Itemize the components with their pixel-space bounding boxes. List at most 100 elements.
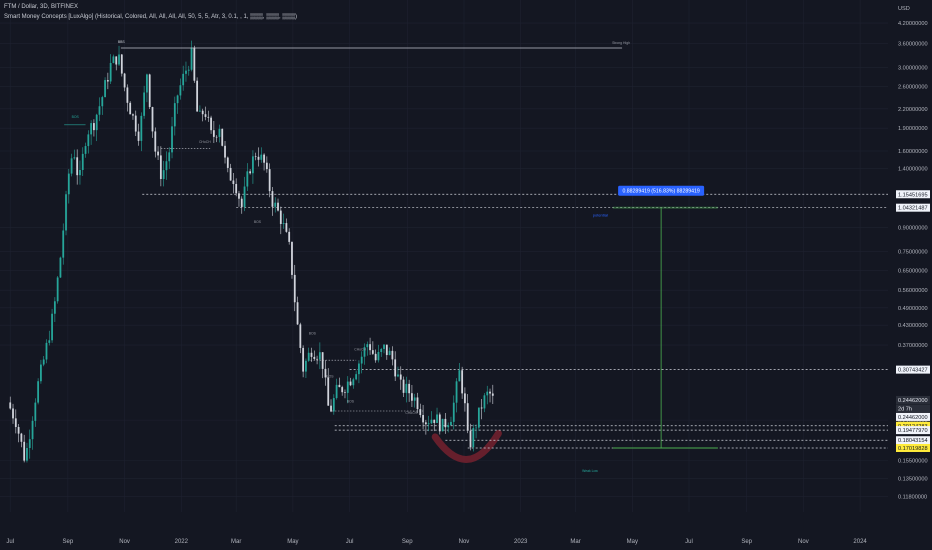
candle-body bbox=[182, 73, 185, 86]
candle-body bbox=[221, 128, 224, 146]
y-tick-label: 4.20000000 bbox=[898, 21, 928, 27]
y-tick-label: 3.00000000 bbox=[898, 66, 928, 72]
candle-body bbox=[452, 402, 455, 422]
candle-body bbox=[346, 381, 349, 393]
candle-body bbox=[187, 69, 190, 71]
candle-body bbox=[416, 397, 419, 410]
candle-body bbox=[65, 194, 67, 231]
candle-body bbox=[179, 85, 182, 96]
dashed-levels bbox=[142, 193, 888, 449]
candle-body bbox=[95, 114, 98, 131]
candle-body bbox=[23, 441, 26, 461]
candle-body bbox=[472, 428, 475, 448]
x-axis[interactable]: Jul Sep Nov 2022 Mar May Jul Sep Nov 2023 Mar May Ju… bbox=[6, 539, 867, 545]
candle-body bbox=[171, 126, 173, 153]
candle-body bbox=[469, 430, 472, 448]
candle-body bbox=[450, 421, 452, 426]
candle-body bbox=[229, 167, 232, 181]
candle-body bbox=[204, 114, 207, 117]
y-tick-label: 0.49000000 bbox=[898, 306, 928, 312]
candle-body bbox=[226, 157, 229, 168]
bos-label: BOS bbox=[254, 220, 262, 224]
x-tick-label: 2024 bbox=[853, 539, 867, 545]
candle-body bbox=[380, 348, 383, 353]
price-label-box bbox=[896, 203, 930, 212]
price-label-box bbox=[896, 412, 930, 421]
candle-body bbox=[491, 393, 494, 396]
x-tick-label: May bbox=[627, 539, 638, 545]
candle-body bbox=[279, 210, 282, 224]
candle-body bbox=[9, 402, 12, 409]
price-label-text: 0.18043154 bbox=[898, 438, 928, 444]
candle-body bbox=[399, 374, 402, 380]
strong-high-label: Strong High bbox=[612, 41, 630, 45]
candle-body bbox=[37, 381, 40, 403]
symbol-title: FTM / Dollar, 3D, BITFINEX bbox=[4, 4, 79, 10]
candle-body bbox=[123, 73, 126, 88]
candle-body bbox=[238, 193, 240, 199]
candle-body bbox=[436, 414, 438, 423]
y-tick-label: 1.40000000 bbox=[898, 167, 928, 173]
y-axis[interactable]: 4.20000000 3.60000000 3.00000000 2.60000000… bbox=[896, 6, 930, 501]
candle-body bbox=[196, 80, 199, 112]
candle-body bbox=[344, 392, 346, 393]
candle-body bbox=[48, 340, 51, 343]
candle-body bbox=[26, 448, 28, 461]
candle-body bbox=[274, 202, 277, 207]
candle-body bbox=[349, 381, 352, 386]
candle-body bbox=[45, 342, 48, 360]
candle-body bbox=[394, 359, 397, 377]
candle-body bbox=[81, 153, 84, 170]
candle-body bbox=[391, 350, 394, 360]
choch-label: CHoCH bbox=[199, 140, 211, 144]
measure-tool[interactable]: 0.88289419 (516.83%) 88289419 bbox=[612, 185, 718, 449]
candle-body bbox=[235, 183, 238, 194]
candle-body bbox=[383, 344, 385, 349]
candle-body bbox=[87, 134, 90, 147]
candle-body bbox=[79, 169, 81, 176]
candle-body bbox=[199, 110, 201, 112]
candle-body bbox=[120, 54, 123, 74]
candles bbox=[9, 40, 494, 463]
candle-body bbox=[257, 156, 260, 160]
measure-label-box[interactable] bbox=[618, 185, 705, 196]
candle-body bbox=[332, 398, 335, 412]
candle-body bbox=[313, 356, 316, 359]
x-tick-label: Mar bbox=[231, 539, 241, 545]
measure-label-text: 0.88289419 (516.83%) 88289419 bbox=[622, 189, 699, 195]
candle-body bbox=[413, 397, 416, 401]
candle-body bbox=[20, 433, 23, 442]
candle-body bbox=[56, 277, 59, 302]
candle-body bbox=[263, 154, 265, 163]
annotations: Strong High BBS Weak Low BOS BOS BOS BOS CHoCH C… bbox=[64, 40, 630, 473]
candle-body bbox=[444, 418, 447, 428]
price-label-box bbox=[896, 426, 930, 435]
candle-body bbox=[154, 131, 157, 152]
measure-top-band bbox=[612, 206, 718, 209]
y-tick-label: 1.60000000 bbox=[898, 149, 928, 155]
price-label-text: 0.17019828 bbox=[898, 446, 928, 452]
candle-body bbox=[458, 370, 461, 382]
candle-body bbox=[12, 408, 14, 419]
price-label-box bbox=[896, 395, 930, 404]
candle-body bbox=[101, 97, 104, 107]
candle-body bbox=[207, 116, 210, 118]
candle-body bbox=[405, 383, 408, 393]
candle-body bbox=[419, 409, 422, 416]
candle-body bbox=[31, 420, 34, 440]
candle-body bbox=[224, 145, 226, 158]
candle-body bbox=[246, 171, 249, 187]
price-label-text: 0.19477970 bbox=[898, 428, 928, 434]
price-label-text: 0.24462000 bbox=[898, 415, 928, 421]
candle-body bbox=[374, 353, 377, 361]
accumulation-zone-arc bbox=[431, 429, 502, 463]
candle-body bbox=[447, 425, 450, 428]
candle-body bbox=[212, 130, 215, 137]
candle-body bbox=[157, 151, 159, 156]
candle-body bbox=[486, 391, 489, 396]
x-tick-label: Sep bbox=[63, 539, 74, 545]
candle-body bbox=[162, 170, 165, 179]
y-tick-label: 1.90000000 bbox=[898, 126, 928, 132]
candle-body bbox=[330, 405, 332, 412]
